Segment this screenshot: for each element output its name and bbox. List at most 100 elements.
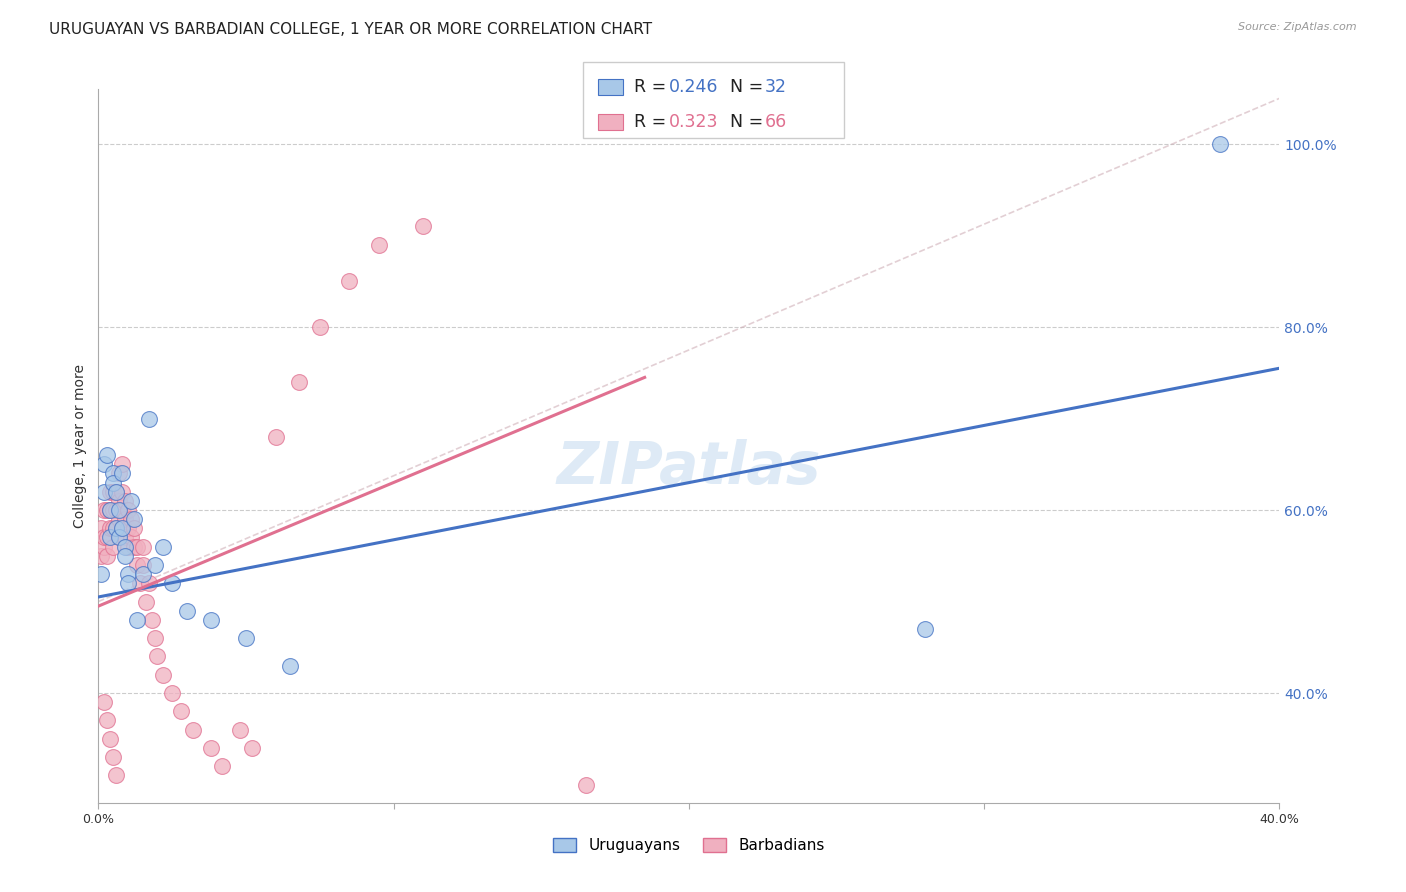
Legend: Uruguayans, Barbadians: Uruguayans, Barbadians (547, 831, 831, 859)
Point (132, 567, 155, 582)
Point (114, 531, 136, 545)
Point (117, 567, 139, 582)
Y-axis label: College, 1 year or more: College, 1 year or more (73, 364, 87, 528)
Point (143, 631, 166, 645)
Text: Source: ZipAtlas.com: Source: ZipAtlas.com (1239, 22, 1357, 32)
Point (105, 521, 128, 535)
Point (114, 540, 136, 554)
Point (235, 631, 257, 645)
Point (114, 549, 136, 563)
Point (98, 503, 121, 517)
Point (103, 521, 125, 535)
Point (108, 531, 131, 545)
Text: 0.246: 0.246 (669, 78, 718, 95)
Point (309, 320, 332, 334)
Point (264, 430, 287, 444)
Point (103, 750, 125, 764)
Point (125, 613, 148, 627)
Point (141, 613, 163, 627)
Point (122, 540, 145, 554)
Point (138, 411, 160, 425)
Point (1209, 137, 1232, 152)
Text: URUGUAYAN VS BARBADIAN COLLEGE, 1 YEAR OR MORE CORRELATION CHART: URUGUAYAN VS BARBADIAN COLLEGE, 1 YEAR O… (49, 22, 652, 37)
Point (96, 503, 118, 517)
Point (111, 521, 134, 535)
Point (108, 512, 131, 526)
Point (93, 503, 115, 517)
Point (98, 503, 121, 517)
Point (122, 521, 145, 535)
Point (105, 484, 128, 499)
Point (575, 777, 598, 791)
Point (412, 219, 434, 234)
Point (162, 686, 183, 700)
Point (114, 512, 136, 526)
Text: R =: R = (634, 78, 672, 95)
Text: ZIPatlas: ZIPatlas (557, 439, 821, 496)
Text: 66: 66 (765, 112, 787, 130)
Point (98, 731, 121, 746)
Point (96, 714, 118, 728)
Point (128, 576, 150, 591)
Point (176, 604, 198, 618)
Point (108, 503, 131, 517)
Point (108, 467, 131, 481)
Point (90, 521, 112, 535)
Point (105, 503, 128, 517)
Point (117, 503, 139, 517)
Point (125, 540, 148, 554)
Point (96, 549, 118, 563)
Point (152, 540, 174, 554)
Point (122, 512, 145, 526)
Text: 0.323: 0.323 (669, 112, 718, 130)
Point (108, 494, 131, 508)
Text: R =: R = (634, 112, 672, 130)
Point (111, 521, 134, 535)
Point (120, 494, 142, 508)
Point (117, 576, 139, 591)
Point (105, 521, 128, 535)
Point (111, 503, 134, 517)
Point (90, 567, 112, 582)
Point (914, 622, 936, 636)
Point (96, 531, 118, 545)
Point (138, 576, 160, 591)
Point (93, 458, 115, 472)
Point (162, 576, 183, 591)
Point (280, 658, 302, 673)
Point (108, 531, 131, 545)
Point (181, 723, 204, 737)
Point (132, 540, 155, 554)
Point (98, 484, 121, 499)
Point (93, 540, 115, 554)
Point (117, 521, 139, 535)
Point (98, 531, 121, 545)
Point (117, 540, 139, 554)
Point (111, 467, 134, 481)
Point (103, 467, 125, 481)
Point (288, 375, 311, 389)
Point (114, 494, 136, 508)
Point (368, 237, 391, 252)
Point (143, 558, 166, 572)
Point (146, 649, 169, 664)
Point (200, 740, 222, 755)
Point (120, 512, 142, 526)
Point (170, 704, 193, 718)
Point (98, 521, 121, 535)
Point (120, 531, 142, 545)
Point (90, 549, 112, 563)
Point (103, 475, 125, 490)
Point (211, 759, 233, 773)
Point (93, 484, 115, 499)
Point (96, 448, 118, 462)
Text: 32: 32 (765, 78, 787, 95)
Point (105, 768, 128, 782)
Point (111, 484, 134, 499)
Point (111, 458, 134, 472)
Point (152, 667, 174, 681)
Point (103, 484, 125, 499)
Point (200, 613, 222, 627)
Point (339, 274, 361, 288)
Point (103, 503, 125, 517)
